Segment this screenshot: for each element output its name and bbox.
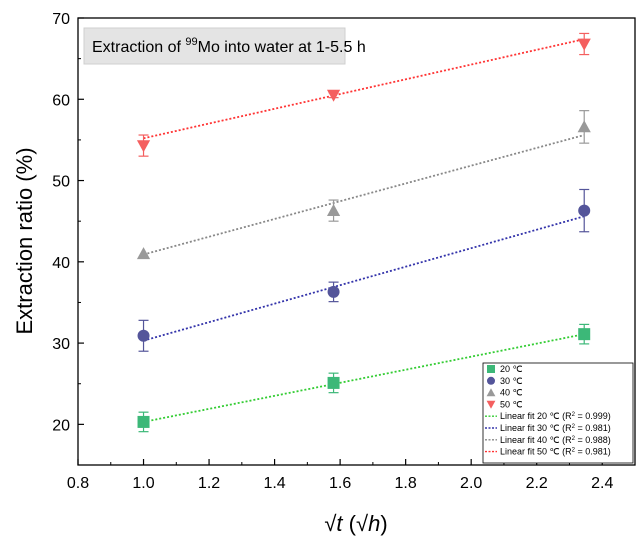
fit-line bbox=[143, 38, 585, 140]
data-point bbox=[137, 329, 150, 342]
data-point bbox=[136, 247, 151, 260]
legend-fit-label-sup: 2 bbox=[572, 448, 576, 454]
title-suffix: Mo into water at 1-5.5 h bbox=[198, 39, 366, 56]
y-tick-label: 30 bbox=[52, 336, 70, 353]
legend-label: 20 ℃ bbox=[500, 364, 523, 374]
legend-fit-label-main: Linear fit 40 ℃ (R bbox=[500, 435, 572, 445]
y-tick-label: 50 bbox=[52, 174, 70, 191]
data-point bbox=[137, 415, 150, 428]
legend-fit-label-tail: = 0.981) bbox=[575, 423, 611, 433]
data-markers bbox=[136, 38, 591, 428]
y-tick-label: 60 bbox=[52, 92, 70, 109]
x-tick-label: 2.2 bbox=[526, 475, 548, 492]
title-superscript: 99 bbox=[185, 36, 197, 48]
x-tick-label: 0.8 bbox=[67, 475, 89, 492]
title-box: Extraction of 99Mo into water at 1-5.5 h bbox=[83, 27, 366, 65]
title-box-background bbox=[83, 27, 346, 65]
y-tick-label: 70 bbox=[52, 11, 70, 28]
legend-fit-label: Linear fit 40 ℃ (R2 = 0.988) bbox=[500, 435, 611, 445]
legend-fit-label-tail: = 0.988) bbox=[575, 435, 611, 445]
y-axis: 20 30 40 50 60 70 bbox=[52, 11, 84, 466]
legend-marker bbox=[487, 365, 495, 373]
legend-marker bbox=[486, 388, 496, 397]
legend-marker bbox=[487, 376, 495, 385]
x-tick-label: 2.0 bbox=[460, 475, 482, 492]
fit-line bbox=[143, 215, 585, 342]
x-tick-label: 1.2 bbox=[198, 475, 220, 492]
data-point bbox=[577, 120, 591, 133]
legend-marker bbox=[486, 400, 496, 409]
data-point bbox=[327, 285, 340, 298]
legend-fit-label: Linear fit 20 ℃ (R2 = 0.999) bbox=[500, 411, 611, 421]
legend-label: 30 ℃ bbox=[500, 376, 523, 386]
x-axis-title-t: t bbox=[336, 511, 343, 536]
x-tick-label: 1.6 bbox=[329, 475, 351, 492]
data-point bbox=[326, 204, 341, 217]
legend-fit-label-sup: 2 bbox=[572, 424, 576, 430]
plot-frame bbox=[77, 17, 636, 466]
legend-fit-label-tail: = 0.999) bbox=[575, 411, 611, 421]
legend-box bbox=[482, 362, 634, 464]
fit-line bbox=[143, 134, 585, 256]
x-axis-title: √t (√h) bbox=[324, 511, 387, 536]
x-axis-title-close: ) bbox=[380, 511, 387, 536]
data-point bbox=[136, 140, 151, 153]
data-point bbox=[578, 204, 591, 217]
fit-lines bbox=[143, 38, 585, 423]
legend-fit-label: Linear fit 50 ℃ (R2 = 0.981) bbox=[500, 447, 611, 457]
legend-label: 50 ℃ bbox=[500, 399, 523, 409]
legend-fit-label-sup: 2 bbox=[572, 412, 576, 418]
y-tick-label: 20 bbox=[52, 417, 70, 434]
data-point bbox=[327, 376, 340, 389]
y-tick-label: 40 bbox=[52, 255, 70, 272]
legend-fit-label-sup: 2 bbox=[572, 436, 576, 442]
x-tick-label: 1.4 bbox=[263, 475, 285, 492]
x-axis-title-root: √ bbox=[324, 511, 337, 536]
legend-fit-label: Linear fit 30 ℃ (R2 = 0.981) bbox=[500, 423, 611, 433]
legend-label: 40 ℃ bbox=[500, 388, 523, 398]
x-tick-label: 2.4 bbox=[591, 475, 613, 492]
legend-fit-label-main: Linear fit 30 ℃ (R bbox=[500, 423, 572, 433]
x-tick-label: 1.8 bbox=[395, 475, 417, 492]
x-tick-label: 1.0 bbox=[132, 475, 154, 492]
x-axis-title-open: (√ bbox=[343, 511, 369, 536]
legend-fit-label-main: Linear fit 20 ℃ (R bbox=[500, 411, 572, 421]
data-point bbox=[577, 38, 591, 51]
y-axis-title: Extraction ratio (%) bbox=[12, 147, 37, 334]
legend-fit-label-main: Linear fit 50 ℃ (R bbox=[500, 447, 572, 457]
x-axis: 0.8 1.0 1.2 1.4 1.6 1.8 2.0 2.2 2.4 bbox=[67, 459, 613, 492]
data-point bbox=[578, 328, 591, 341]
chart-title: Extraction of 99Mo into water at 1-5.5 h bbox=[92, 36, 366, 56]
title-prefix: Extraction of bbox=[92, 39, 185, 56]
x-axis-title-h: h bbox=[368, 511, 380, 536]
data-point bbox=[326, 89, 341, 102]
fit-line bbox=[143, 333, 585, 423]
legend-fit-label-tail: = 0.981) bbox=[575, 447, 611, 457]
